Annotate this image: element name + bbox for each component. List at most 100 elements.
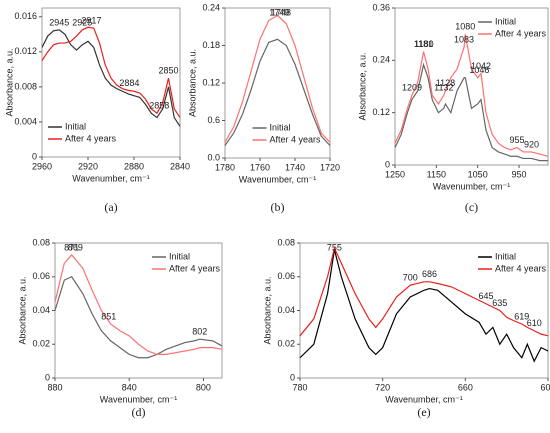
y-tick-label: 0 (45, 372, 50, 382)
y-tick-label: 0.08 (277, 237, 295, 247)
peak-label: 955 (509, 135, 524, 145)
peak-label: 869 (68, 242, 83, 252)
x-tick-label: 2840 (170, 161, 190, 171)
legend-label: After 4 years (495, 28, 547, 38)
series-line (41, 26, 181, 118)
y-tick-label: 0.02 (277, 339, 295, 349)
y-axis-label: Absorbance, a.u. (17, 276, 27, 344)
peak-label: 2858 (149, 101, 169, 111)
peak-label: 700 (403, 273, 418, 283)
y-tick-label: 0.02 (32, 339, 50, 349)
legend-label: After 4 years (169, 263, 221, 273)
series-line (299, 246, 549, 337)
y-tick-label: 0 (32, 151, 37, 161)
series-line (224, 14, 331, 143)
peak-label: 2945 (49, 17, 69, 27)
peak-label: 1042 (471, 61, 491, 71)
x-tick-label: 880 (47, 382, 62, 392)
x-tick-label: 2920 (78, 161, 98, 171)
series-line (224, 38, 331, 146)
peak-label: 2925 (72, 17, 92, 27)
y-tick-label: 0.04 (277, 305, 295, 315)
y-tick-label: 0.18 (202, 40, 220, 50)
plot-frame (41, 7, 181, 158)
peak-label: 871 (64, 242, 79, 252)
y-tick-label: 0.06 (277, 271, 295, 281)
x-tick-label: 800 (196, 382, 211, 392)
panel-label: (a) (104, 200, 117, 214)
peak-label: 645 (478, 291, 493, 301)
x-axis-label: Wavenumber, cm⁻¹ (239, 174, 316, 184)
peak-label: 1748 (271, 7, 291, 17)
plot-frame (394, 7, 549, 166)
y-axis-label: Absorbance, a.u. (262, 276, 272, 344)
peak-label: 1080 (455, 22, 475, 32)
series-line (54, 253, 223, 355)
peak-label: 635 (492, 298, 507, 308)
y-tick-label: 0 (290, 372, 295, 382)
x-tick-label: 2880 (124, 161, 144, 171)
x-tick-label: 840 (122, 382, 137, 392)
peak-label: 1209 (402, 83, 422, 93)
panel-label: (c) (465, 200, 478, 214)
y-axis-label: Absorbance, a.u. (187, 49, 197, 117)
x-tick-label: 1150 (427, 169, 446, 179)
panel-label: (d) (132, 405, 146, 419)
y-tick-label: 0.12 (372, 107, 390, 117)
series-line (54, 275, 223, 359)
legend-label: Initial (65, 121, 86, 131)
peak-label: 755 (327, 242, 342, 252)
peak-label: 1749 (269, 7, 289, 17)
y-tick-label: 0.0 (207, 152, 220, 162)
y-tick-label: 0.06 (32, 271, 50, 281)
y-tick-label: 0 (385, 159, 390, 169)
peak-label: 1046 (469, 65, 489, 75)
peak-label: 851 (101, 311, 116, 321)
peak-label: 2850 (158, 65, 178, 75)
peak-label: 686 (422, 269, 437, 279)
legend-label: Initial (495, 251, 516, 261)
legend-label: Initial (270, 122, 291, 132)
series-line (394, 34, 549, 157)
y-tick-label: 0.12 (202, 77, 220, 87)
x-axis-label: Wavenumber, cm⁻¹ (100, 394, 177, 404)
panel-label: (e) (417, 405, 430, 419)
x-axis-label: Wavenumber, cm⁻¹ (72, 173, 149, 183)
y-tick-label: 0.04 (32, 305, 50, 315)
peak-label: 1128 (436, 78, 455, 88)
x-tick-label: 600 (540, 382, 550, 392)
peak-label: 1083 (454, 35, 474, 45)
series-line (41, 29, 181, 127)
legend-label: Initial (169, 251, 190, 261)
peak-label: 2884 (119, 78, 139, 88)
peak-label: 1181 (414, 39, 433, 49)
peak-label: 1132 (434, 83, 453, 93)
x-tick-label: 1780 (215, 162, 235, 172)
x-tick-label: 2960 (32, 161, 52, 171)
x-axis-label: Wavenumber, cm⁻¹ (433, 181, 510, 191)
series-line (394, 62, 548, 162)
x-axis-label: Wavenumber, cm⁻¹ (385, 394, 462, 404)
x-tick-label: 1740 (285, 162, 305, 172)
peak-label: 2917 (81, 16, 101, 26)
legend-label: After 4 years (65, 133, 117, 143)
peak-label: 802 (192, 327, 207, 337)
y-tick-label: 0.008 (14, 81, 37, 91)
y-tick-label: 0.016 (14, 11, 37, 21)
y-tick-label: 0.004 (14, 116, 37, 126)
x-tick-label: 780 (292, 382, 307, 392)
peak-label: 920 (524, 139, 539, 149)
legend-label: After 4 years (495, 263, 547, 273)
x-tick-label: 1050 (468, 169, 488, 179)
legend-label: After 4 years (270, 134, 322, 144)
y-tick-label: 0.08 (32, 237, 50, 247)
x-tick-label: 1720 (320, 162, 340, 172)
panel-label: (b) (271, 200, 285, 214)
y-axis-label: Absorbance, a.u. (4, 48, 14, 116)
peak-label: 619 (514, 311, 529, 321)
peak-label: 1180 (414, 39, 433, 49)
y-tick-label: 0.36 (372, 2, 390, 12)
x-tick-label: 1250 (385, 169, 405, 179)
x-tick-label: 1760 (250, 162, 270, 172)
